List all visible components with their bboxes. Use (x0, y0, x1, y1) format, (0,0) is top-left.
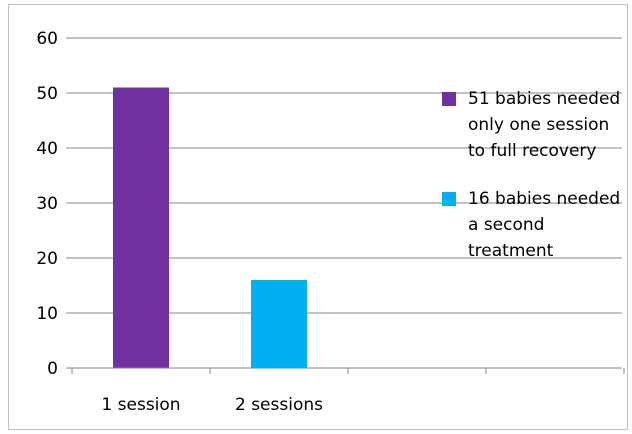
bars (113, 87, 307, 368)
bar-2 (251, 280, 307, 368)
y-tick-label: 60 (36, 29, 58, 49)
y-tick-label: 10 (36, 304, 58, 324)
y-tick-label: 0 (47, 359, 58, 379)
x-category-label: 2 sessions (235, 395, 323, 415)
y-tick-label: 50 (36, 84, 58, 104)
y-tick-label: 30 (36, 194, 58, 214)
legend-label-1-session: 51 babies needed only one session to ful… (468, 89, 621, 161)
x-axis-ticks: 1 session 2 sessions (71, 368, 625, 415)
legend: 51 babies needed only one session to ful… (440, 86, 630, 264)
legend-item-1-session: 51 babies needed only one session to ful… (440, 86, 630, 164)
chart-frame (8, 4, 628, 430)
y-tick-label: 40 (36, 139, 58, 159)
y-axis-ticks: 0 10 20 30 40 50 60 (36, 29, 72, 379)
legend-item-2-sessions: 16 babies needed a second treatment (440, 186, 630, 264)
legend-label-2-sessions: 16 babies needed a second treatment (468, 189, 621, 261)
legend-swatch-blue (442, 192, 456, 206)
y-tick-label: 20 (36, 249, 58, 269)
x-category-label: 1 session (101, 395, 180, 415)
legend-swatch-purple (442, 92, 456, 106)
bar-1 (113, 87, 169, 368)
